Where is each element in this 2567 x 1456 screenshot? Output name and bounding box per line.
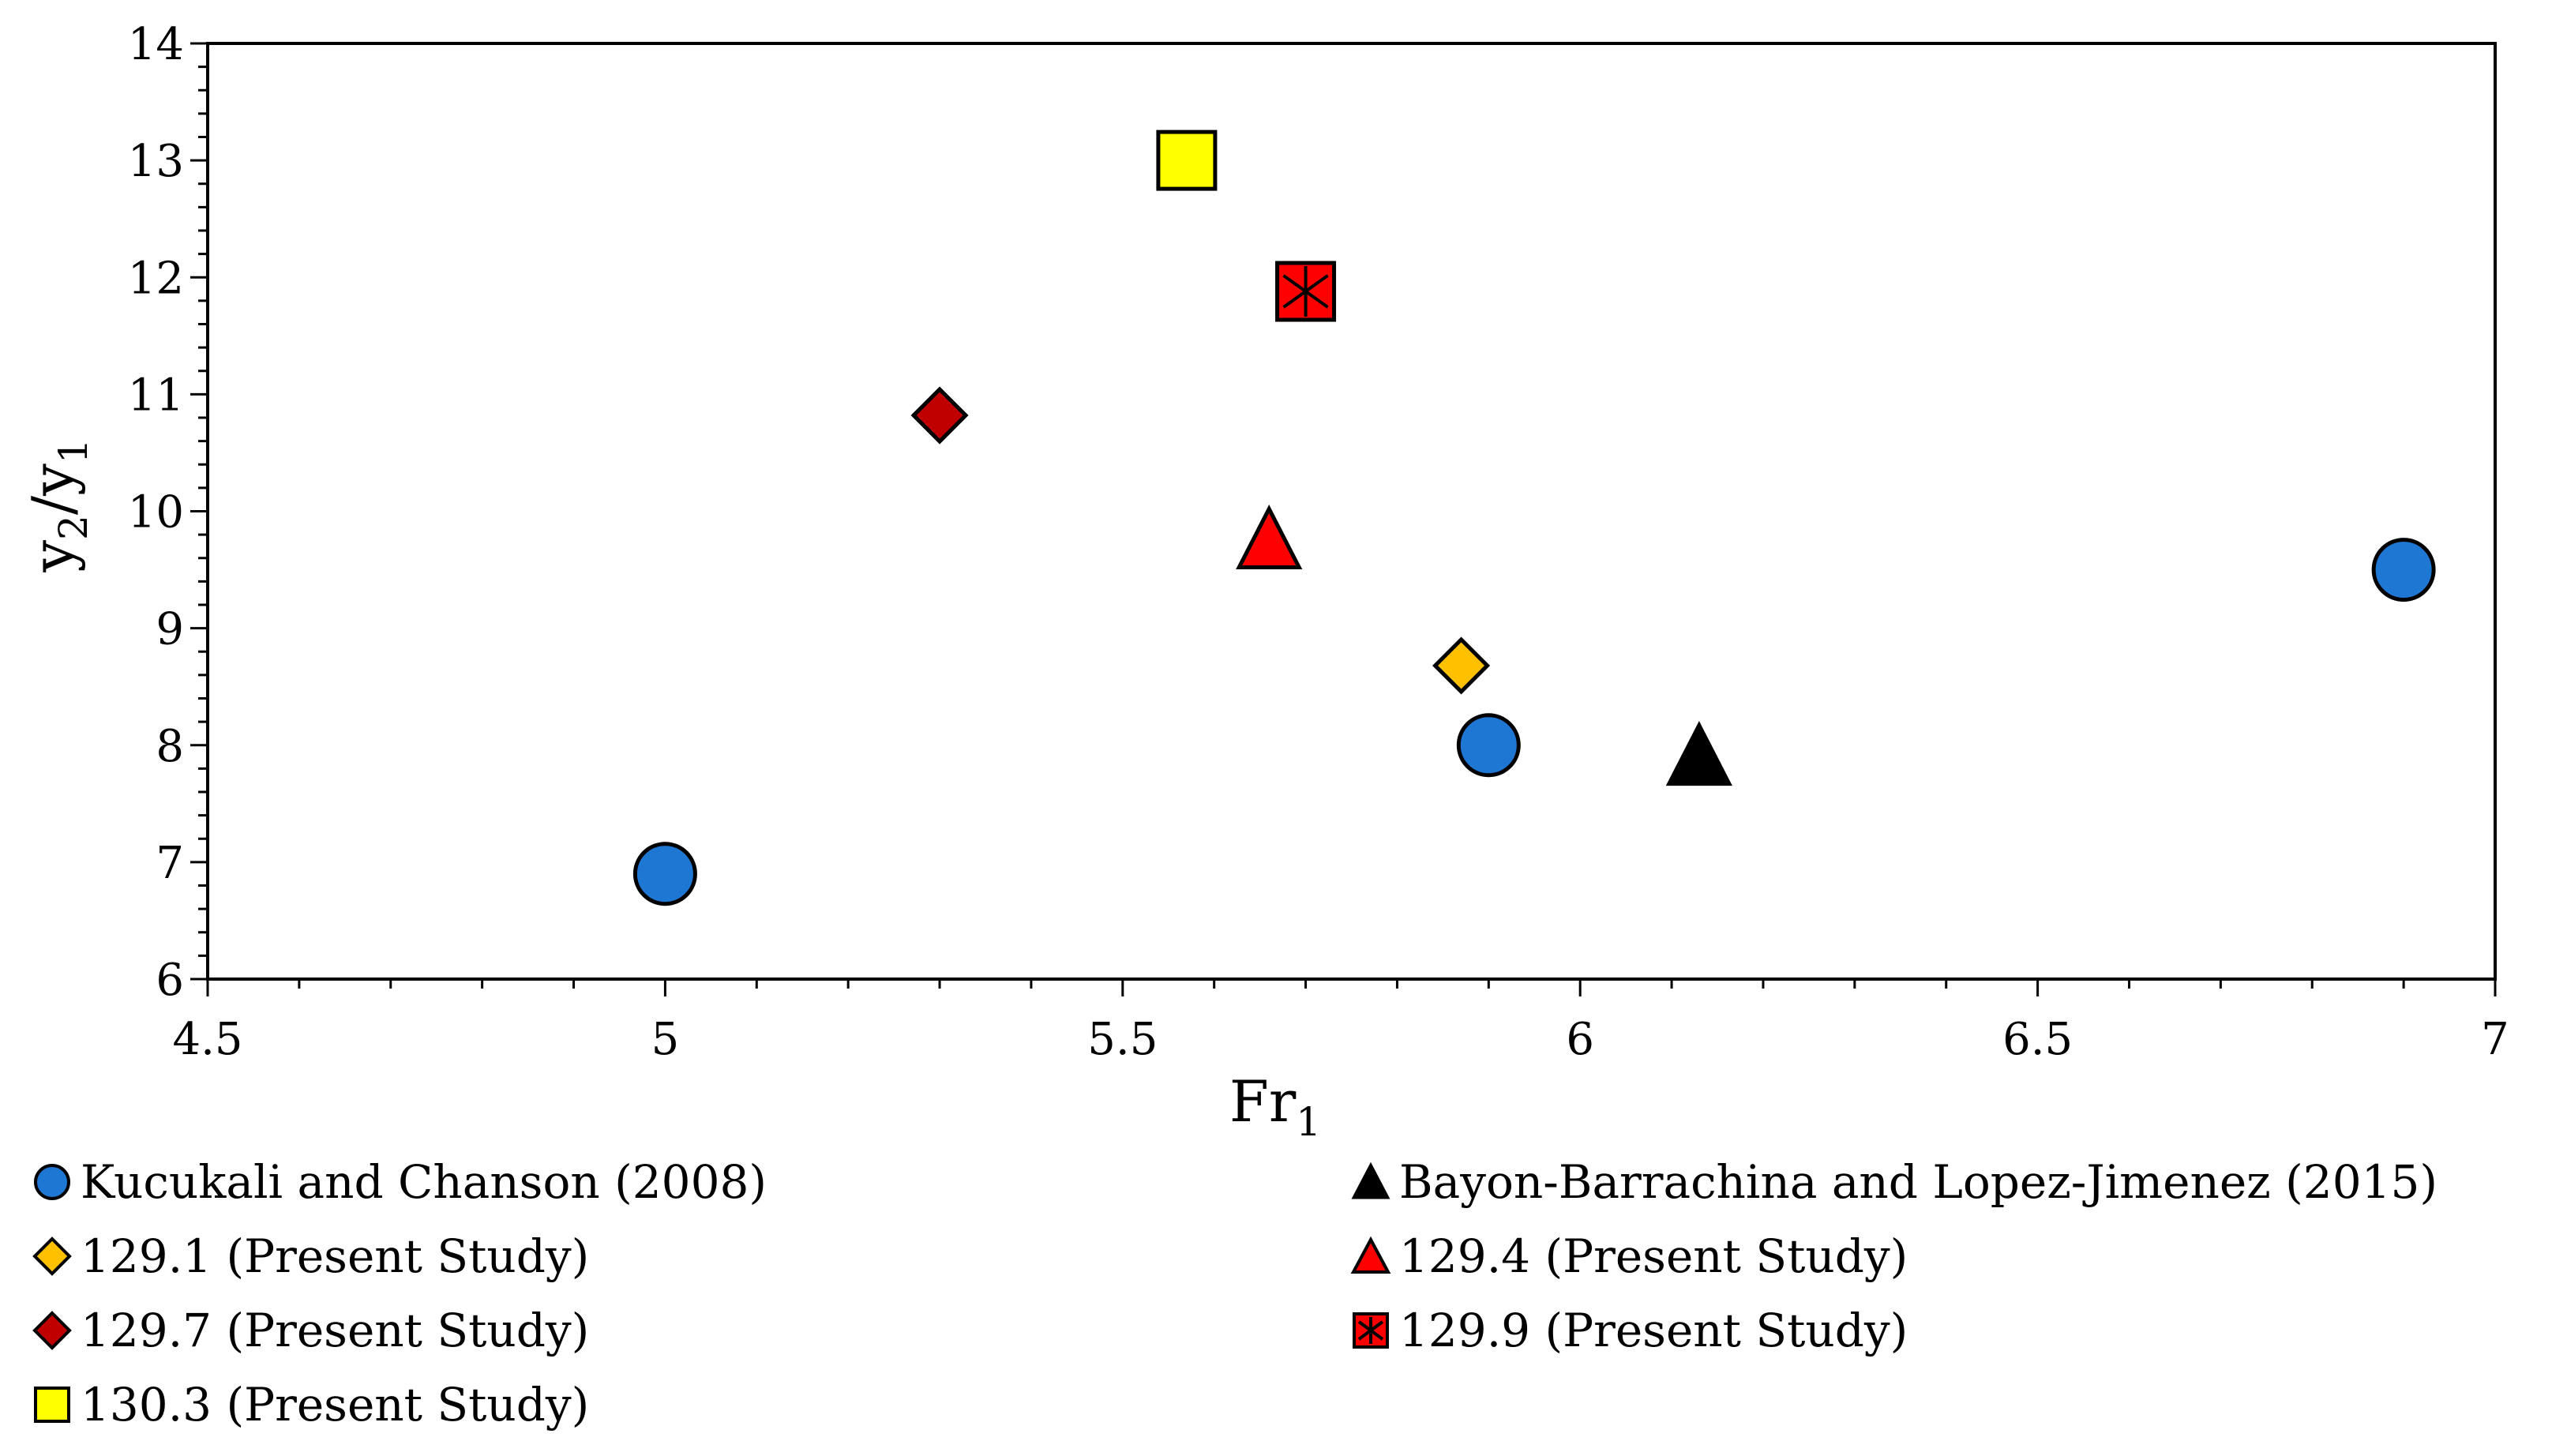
x-tick-label: 6: [1566, 1014, 1594, 1065]
x-tick-label: 5: [651, 1014, 680, 1065]
y-tick-label: 6: [156, 955, 184, 1006]
data-point-circle: [632, 842, 697, 906]
black-triangle-marker-icon: [1351, 1161, 1390, 1199]
scatter-chart: 4.5 5 5.5 6 6.5 7 6 7 8 9 10 11 12 13 14 Fr1 y2/y1: [20, 19, 2509, 1145]
red-triangle-marker-icon: [1350, 1236, 1391, 1274]
legend-item-129-4: 129.4 (Present Study): [1350, 1219, 2535, 1293]
legend-item-129-7: 129.7 (Present Study): [32, 1293, 1350, 1368]
x-tick-label: 7: [2481, 1014, 2509, 1065]
orange-diamond-marker-icon: [32, 1236, 72, 1276]
data-point-diamond: [1432, 636, 1491, 695]
x-axis-title: Fr1: [1229, 1068, 1321, 1145]
legend-label: 129.7 (Present Study): [81, 1304, 590, 1357]
data-point-square: [1156, 129, 1218, 191]
legend-item-129-9: 129.9 (Present Study): [1350, 1293, 2535, 1368]
x-axis: 4.5 5 5.5 6 6.5 7: [172, 979, 2509, 1065]
y-axis-title: y2/y1: [20, 438, 96, 572]
legend: Kucukali and Chanson (2008) Bayon-Barrac…: [32, 1145, 2558, 1445]
y-tick-label: 8: [156, 721, 184, 772]
data-point-triangle: [1236, 505, 1303, 570]
x-tick-label: 4.5: [172, 1014, 242, 1065]
legend-label: Kucukali and Chanson (2008): [81, 1155, 767, 1209]
data-point-circle: [2371, 538, 2436, 602]
legend-label: 130.3 (Present Study): [81, 1378, 590, 1432]
darkred-diamond-marker-icon: [32, 1311, 72, 1350]
x-tick-label: 6.5: [2002, 1014, 2073, 1065]
legend-item-129-1: 129.1 (Present Study): [32, 1219, 1350, 1293]
data-points: [632, 129, 2436, 906]
y-tick-label: 13: [128, 136, 184, 187]
legend-label: Bayon-Barrachina and Lopez-Jimenez (2015…: [1399, 1155, 2438, 1209]
y-tick-label: 12: [128, 253, 184, 304]
data-point-circle: [1456, 713, 1521, 778]
legend-item-130-3: 130.3 (Present Study): [32, 1368, 1350, 1442]
legend-label: 129.1 (Present Study): [81, 1229, 590, 1283]
y-tick-label: 10: [128, 487, 184, 538]
data-point-star-overlay: [1282, 266, 1329, 317]
y-axis: 6 7 8 9 10 11 12 13 14: [128, 19, 208, 1006]
legend-label: 129.4 (Present Study): [1399, 1229, 1908, 1283]
blue-circle-marker-icon: [34, 1164, 70, 1200]
legend-item-bayon: Bayon-Barrachina and Lopez-Jimenez (2015…: [1350, 1145, 2535, 1219]
plot-area: [206, 42, 2497, 981]
yellow-square-marker-icon: [34, 1387, 70, 1423]
y-tick-label: 14: [128, 19, 184, 70]
y-tick-label: 7: [156, 838, 184, 889]
x-tick-label: 5.5: [1087, 1014, 1158, 1065]
data-point-diamond: [910, 386, 969, 445]
legend-label: 129.9 (Present Study): [1399, 1304, 1908, 1357]
y-tick-label: 9: [156, 604, 184, 655]
data-point-triangle: [1665, 721, 1732, 786]
red-square-star-marker-icon: [1353, 1312, 1389, 1349]
legend-item-kucukali: Kucukali and Chanson (2008): [32, 1145, 1350, 1219]
y-tick-label: 11: [128, 370, 184, 421]
